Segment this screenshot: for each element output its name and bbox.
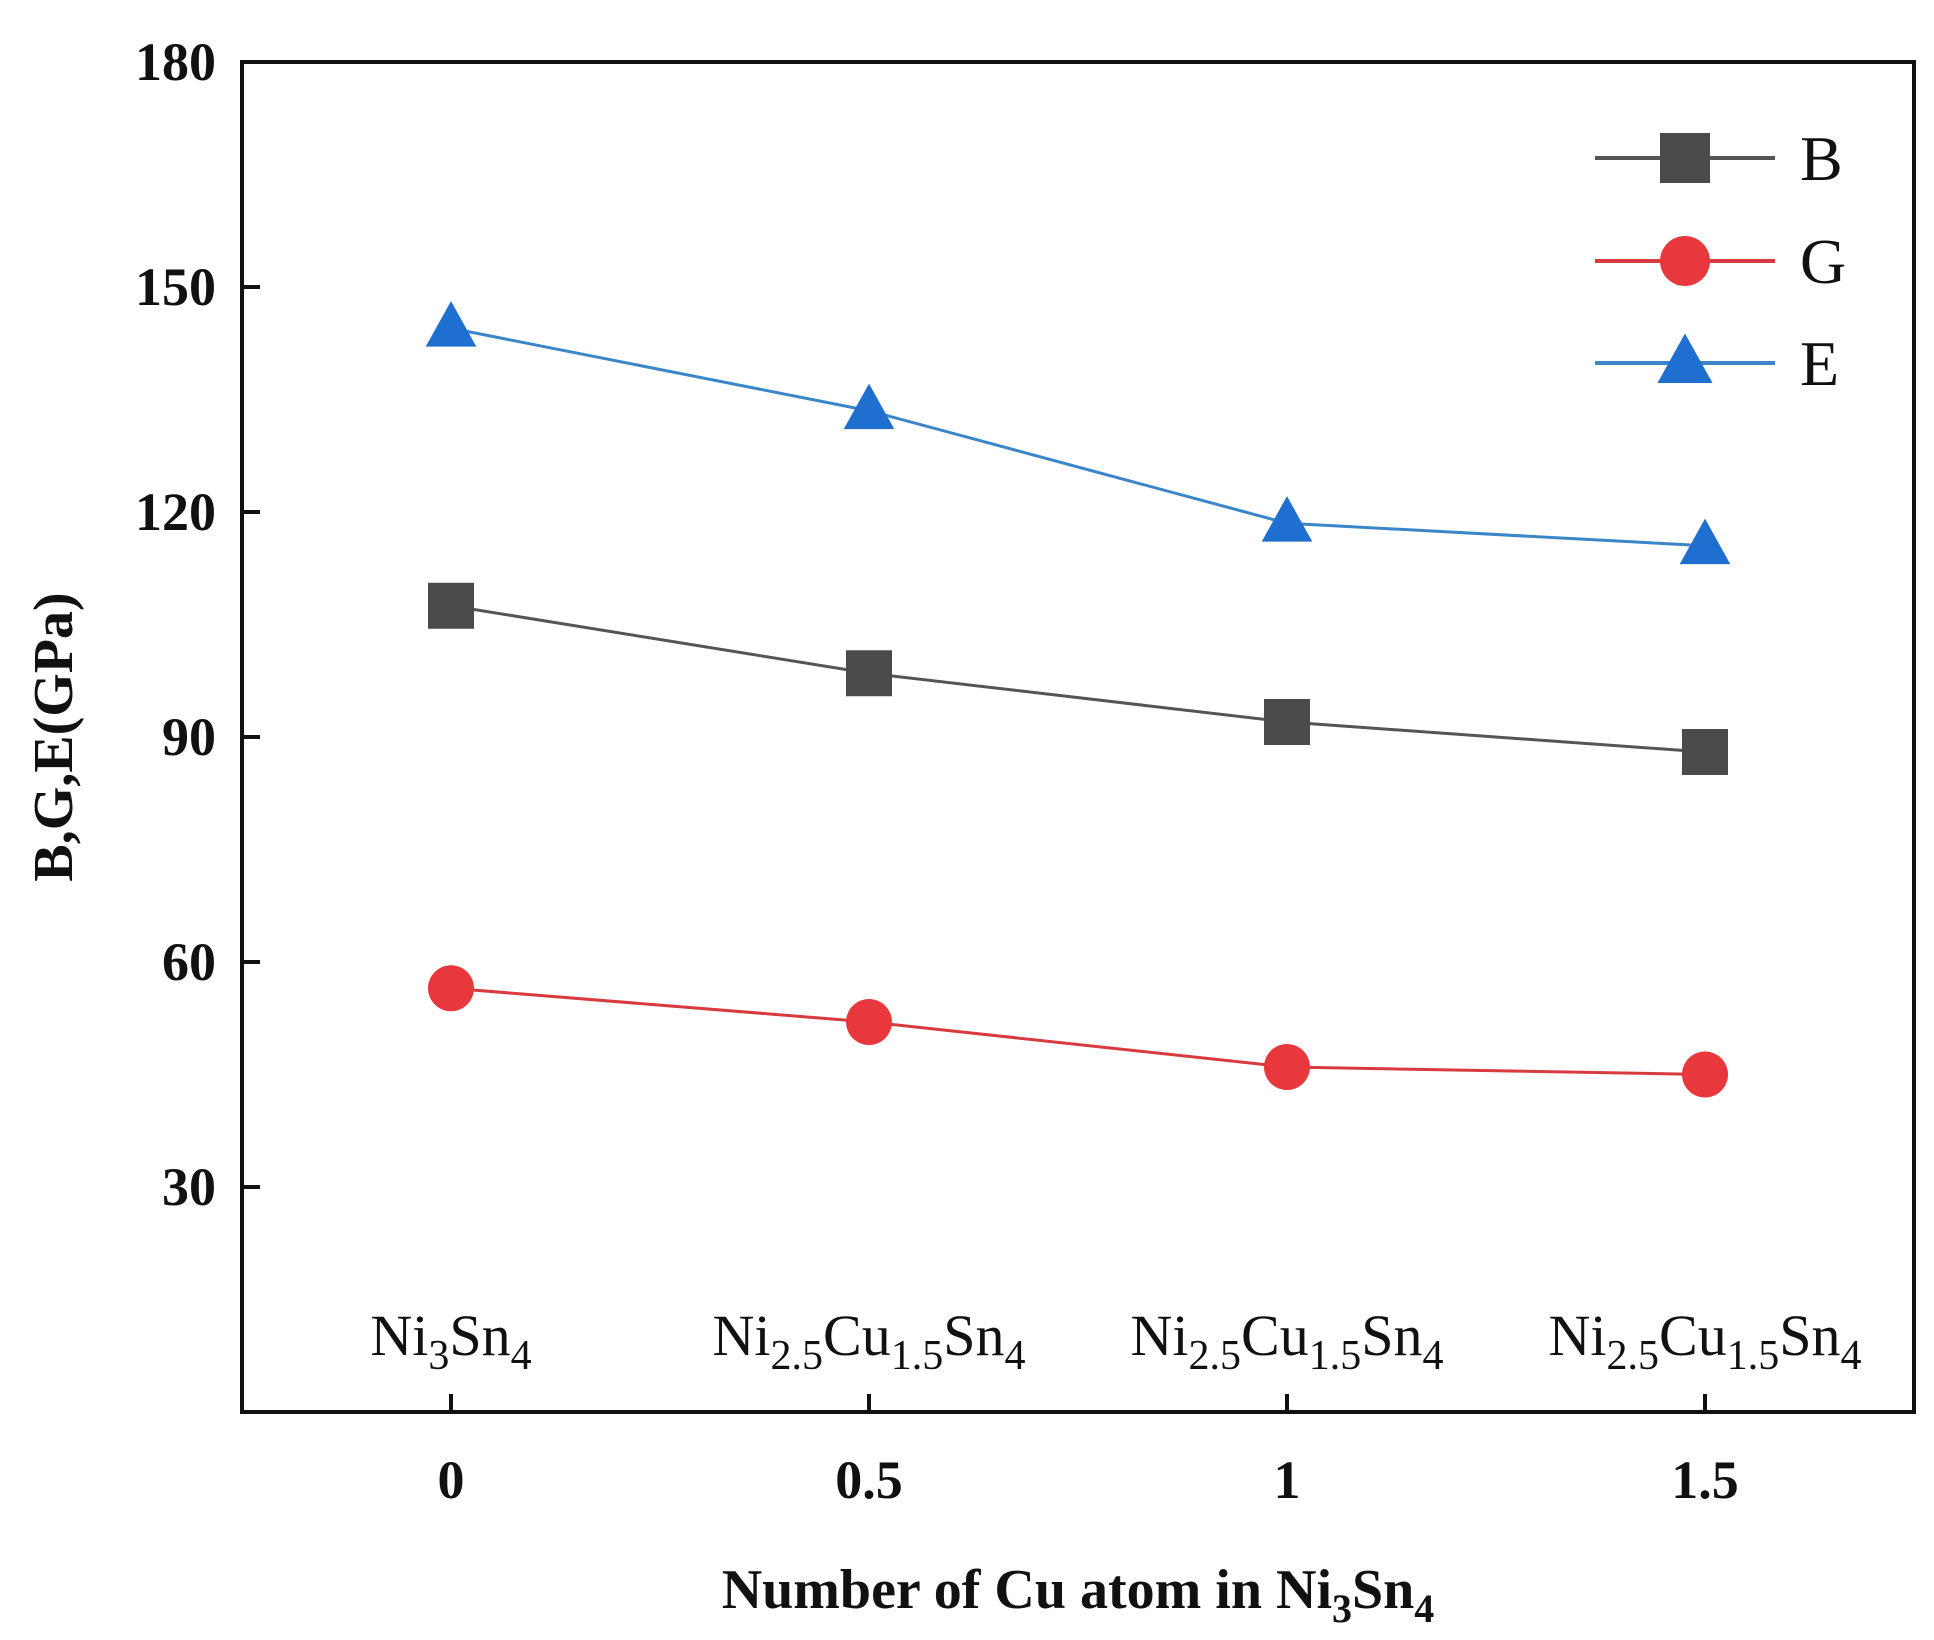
text-part: Ni (1549, 1303, 1607, 1368)
subscript: 1.5 (1727, 1333, 1780, 1379)
series-E (425, 301, 1731, 565)
data-point-G (1682, 1051, 1728, 1098)
x-tick-label: 0.5 (835, 1450, 903, 1510)
y-tick-label: 30 (162, 1157, 216, 1217)
text-part: Ni (1131, 1303, 1189, 1368)
data-point-G (428, 965, 474, 1012)
data-point-E (1261, 496, 1313, 542)
subscript: 3 (1332, 1586, 1352, 1631)
series-B (428, 582, 1728, 775)
y-axis-title: B,G,E(GPa) (23, 592, 85, 881)
text-part: Sn (1779, 1303, 1840, 1368)
subscript: 2.5 (1189, 1333, 1242, 1379)
y-tick-label: 150 (135, 257, 216, 317)
x-tick-label: 1.5 (1671, 1450, 1739, 1510)
data-point-E (1679, 518, 1731, 565)
data-point-B (846, 650, 892, 697)
text-part: Ni (713, 1303, 771, 1368)
legend-label: G (1800, 226, 1846, 297)
text-part: Sn (1361, 1303, 1422, 1368)
data-point-G (846, 999, 892, 1045)
subscript: 1.5 (1309, 1333, 1362, 1379)
text-part: Sn (943, 1303, 1004, 1368)
text-part: Cu (1241, 1303, 1309, 1368)
data-point-B (1264, 699, 1310, 745)
legend-label: E (1800, 328, 1839, 399)
text-part: Sn (1352, 1559, 1414, 1621)
text-part: Cu (823, 1303, 891, 1368)
text-part: Ni (370, 1303, 428, 1368)
composition-label: Ni3Sn4 (370, 1303, 531, 1379)
subscript: 2.5 (771, 1333, 824, 1379)
legend-item-G: G (1595, 226, 1846, 297)
y-axis-ticks: 30 60 90 120 150 180 (135, 32, 260, 1217)
series-line-B (450, 604, 1706, 754)
x-axis-title: Number of Cu atom in Ni3Sn4 (722, 1559, 1435, 1631)
y-tick-label: 60 (162, 932, 216, 992)
series-G (428, 965, 1728, 1098)
composition-label: Ni2.5Cu1.5Sn4 (1131, 1303, 1444, 1379)
series-line-E (450, 326, 1706, 548)
series-layer (425, 301, 1731, 1098)
composition-labels: Ni3Sn4 Ni2.5Cu1.5Sn4 Ni2.5Cu1.5Sn4 Ni2.5Cu1… (370, 1303, 1861, 1379)
subscript: 2.5 (1607, 1333, 1660, 1379)
subscript: 4 (1004, 1333, 1025, 1379)
series-line-G (450, 986, 1706, 1076)
subscript: 4 (511, 1333, 532, 1379)
data-point-B (428, 582, 474, 629)
legend: BGE (1595, 123, 1846, 399)
legend-marker-G (1660, 236, 1710, 286)
text-part: Cu (1659, 1303, 1727, 1368)
x-axis-ticks: 0 0.5 1 1.5 (438, 1394, 1739, 1510)
legend-label: B (1800, 123, 1843, 194)
x-tick-label: 0 (438, 1450, 465, 1510)
legend-item-E: E (1595, 328, 1839, 399)
y-tick-label: 120 (135, 482, 216, 542)
data-point-E (425, 301, 477, 347)
text-part: Number of Cu atom in Ni (722, 1559, 1332, 1621)
legend-marker-E (1657, 333, 1713, 383)
text-part: Sn (449, 1303, 510, 1368)
legend-item-B: B (1595, 123, 1843, 194)
y-tick-label: 180 (135, 32, 216, 92)
subscript: 1.5 (891, 1333, 944, 1379)
subscript: 4 (1422, 1333, 1443, 1379)
legend-marker-B (1660, 133, 1710, 183)
composition-label: Ni2.5Cu1.5Sn4 (1549, 1303, 1862, 1379)
data-point-G (1264, 1044, 1310, 1090)
x-tick-label: 1 (1274, 1450, 1301, 1510)
data-point-B (1682, 729, 1728, 775)
subscript: 3 (428, 1333, 449, 1379)
y-tick-label: 90 (162, 707, 216, 767)
data-point-E (843, 383, 895, 430)
subscript: 4 (1414, 1586, 1434, 1631)
subscript: 4 (1840, 1333, 1861, 1379)
composition-label: Ni2.5Cu1.5Sn4 (713, 1303, 1026, 1379)
